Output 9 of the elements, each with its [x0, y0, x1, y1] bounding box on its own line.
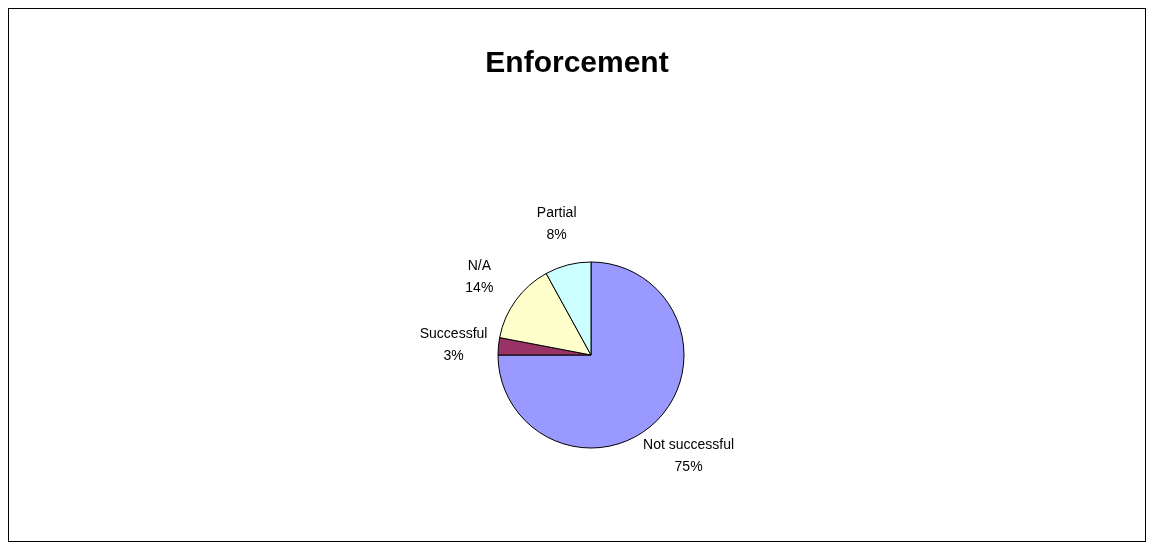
slice-label: Successful: [419, 325, 488, 342]
slice-label: N/A: [467, 256, 492, 273]
slice-label: Partial: [536, 204, 577, 221]
slice-label: Not successful: [643, 435, 735, 452]
chart-title: Enforcement: [484, 45, 670, 79]
data-label: 3%: [443, 347, 464, 364]
data-label: 14%: [465, 278, 494, 295]
data-label: 75%: [674, 457, 703, 474]
data-label: 8%: [546, 226, 567, 243]
